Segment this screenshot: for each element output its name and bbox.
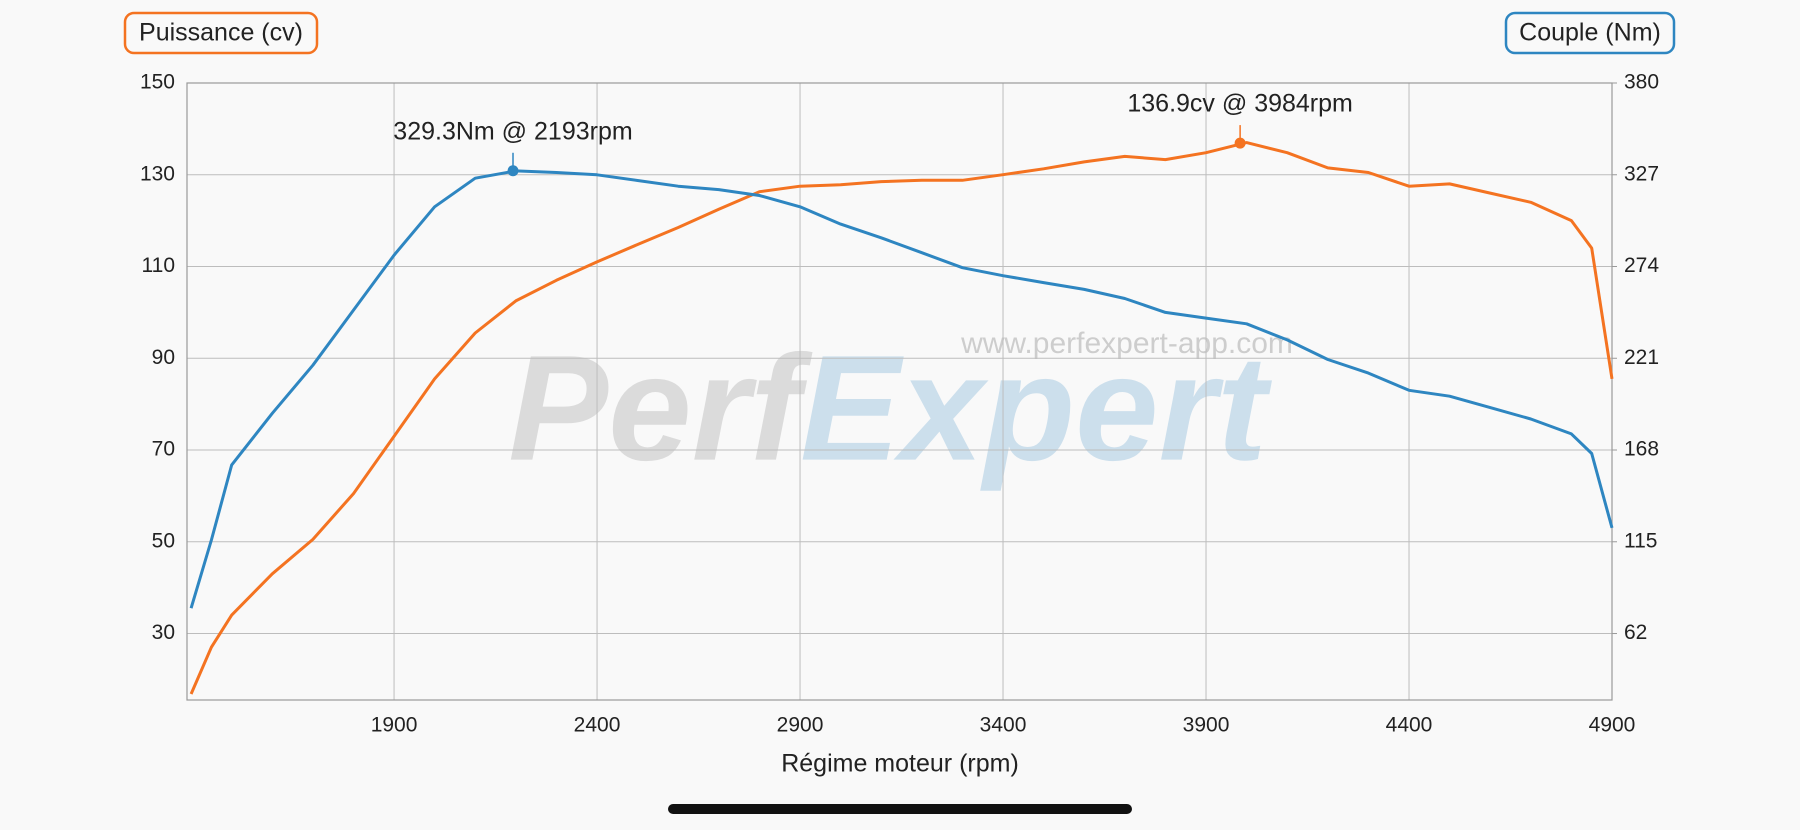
y2-label-box xyxy=(1504,11,1676,55)
y-tick-label: 30 xyxy=(152,621,175,644)
x-tick-label: 3900 xyxy=(1183,714,1230,737)
y2-tick-label: 380 xyxy=(1624,71,1659,94)
y2-tick-label: 221 xyxy=(1624,346,1659,369)
y2-tick-label: 168 xyxy=(1624,438,1659,461)
y2-tick-label: 62 xyxy=(1624,621,1647,644)
y2-tick-label: 115 xyxy=(1624,529,1657,552)
x-tick-label: 4900 xyxy=(1589,714,1636,737)
watermark-url: www.perfexpert-app.com xyxy=(960,327,1293,360)
y-tick-label: 70 xyxy=(152,438,175,461)
y-label-box xyxy=(123,11,319,55)
annotation-label: 329.3Nm @ 2193rpm xyxy=(393,117,632,145)
series-line xyxy=(189,141,1614,695)
watermark-right: Expert xyxy=(800,324,1273,492)
home-indicator xyxy=(668,804,1132,814)
annotation-point xyxy=(1234,137,1246,149)
y-axis-label: Puissance (cv) xyxy=(139,19,303,47)
watermark: www.perfexpert-app.com Perf Expert xyxy=(508,324,1293,492)
x-tick-label: 3400 xyxy=(980,714,1027,737)
y2-tick-label: 327 xyxy=(1624,162,1659,185)
watermark-left: Perf xyxy=(508,324,813,492)
y-tick-label: 90 xyxy=(152,346,175,369)
y2-axis-label: Couple (Nm) xyxy=(1519,19,1661,47)
plot-frame xyxy=(186,82,1613,701)
annotation-label: 136.9cv @ 3984rpm xyxy=(1127,90,1353,118)
annotation-point xyxy=(507,165,519,177)
x-tick-label: 2900 xyxy=(777,714,824,737)
y-tick-label: 50 xyxy=(152,529,175,552)
x-tick-label: 2400 xyxy=(574,714,621,737)
y-tick-label: 150 xyxy=(140,71,175,94)
y-tick-label: 130 xyxy=(140,162,175,185)
x-tick-label: 1900 xyxy=(371,714,418,737)
y2-tick-label: 274 xyxy=(1624,254,1659,277)
x-tick-label: 4400 xyxy=(1386,714,1433,737)
y-tick-label: 110 xyxy=(142,254,175,277)
x-axis-label: Régime moteur (rpm) xyxy=(781,750,1019,778)
series-line xyxy=(189,169,1614,609)
